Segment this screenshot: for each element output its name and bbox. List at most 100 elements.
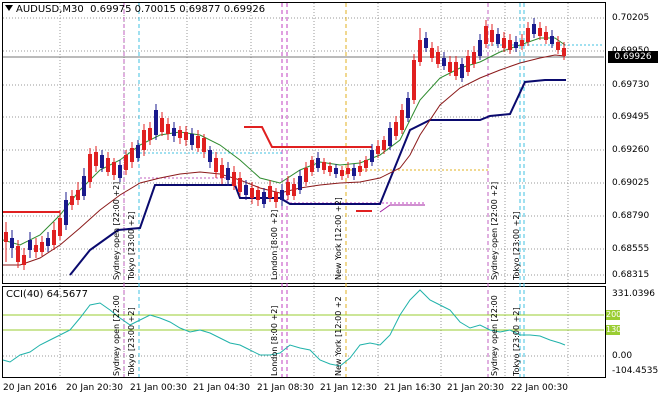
candle-body xyxy=(526,28,530,42)
candle-body xyxy=(112,162,116,175)
candle-body xyxy=(220,165,224,178)
price-tick: 0.68790 xyxy=(612,211,650,221)
candle-body xyxy=(292,184,296,196)
symbol-timeframe: AUDUSD,M30 xyxy=(16,4,84,15)
candle-body xyxy=(106,158,110,172)
candle-body xyxy=(514,42,518,48)
candle-body xyxy=(406,98,410,118)
candle-body xyxy=(436,52,440,64)
time-tick: 20 Jan 20:30 xyxy=(66,383,123,393)
candle-body xyxy=(532,24,536,34)
session-label: Sydney open [22:00 +2] xyxy=(112,182,121,280)
price-tick: 0.69495 xyxy=(612,112,650,122)
resistance-lines xyxy=(3,126,372,213)
ohlc-values: 0.69975 0.70015 0.69877 0.69926 xyxy=(90,4,266,15)
session-label-group: Sydney open [22:00 +2] Tokyo [23:00 +2] Lo… xyxy=(112,182,521,377)
candle-body xyxy=(286,182,290,195)
candle-body xyxy=(274,192,278,202)
candle-body xyxy=(130,148,134,162)
candle-body xyxy=(388,128,392,146)
candle-body xyxy=(34,245,38,252)
candle-body xyxy=(124,155,128,170)
candle-body xyxy=(142,130,146,150)
candle-body xyxy=(310,160,314,172)
candle-body xyxy=(412,60,416,100)
candle-body xyxy=(460,64,464,78)
session-label: New York [12:00 +2 xyxy=(334,296,343,376)
candle-body xyxy=(352,168,356,176)
candle-body xyxy=(238,178,242,192)
time-tick: 21 Jan 04:30 xyxy=(193,383,250,393)
candle-body xyxy=(202,138,206,152)
time-tick: 21 Jan 12:30 xyxy=(320,383,377,393)
candle-body xyxy=(58,218,62,236)
price-tick: 0.69025 xyxy=(612,178,650,188)
current-price-label: 0.69926 xyxy=(608,51,658,63)
candle-body xyxy=(466,56,470,72)
candle-body xyxy=(502,38,506,48)
price-tick: 0.68315 xyxy=(612,270,650,280)
session-label: Tokyo [23:00 +2] xyxy=(127,211,136,281)
candle-body xyxy=(250,188,254,198)
trailing-stop-line xyxy=(69,79,566,276)
candle-body xyxy=(76,190,80,200)
cci-level-130-label: 130 xyxy=(606,325,622,335)
session-label: Sydney open [22:00 xyxy=(490,295,499,376)
cci-axis-tick: -104.4535 xyxy=(612,366,659,376)
candle-body xyxy=(280,190,284,200)
session-label: Sydney open [22:00 +2] xyxy=(490,182,499,280)
time-tick: 20 Jan 2016 xyxy=(3,383,57,393)
candle-body xyxy=(556,42,560,50)
candle-body xyxy=(370,150,374,162)
candle-body xyxy=(448,62,452,72)
cci-level-200-label: 200 xyxy=(606,310,622,320)
candle-body xyxy=(520,40,524,46)
session-label: Tokyo [23:00 +2] xyxy=(512,211,521,281)
candle-body xyxy=(88,154,92,182)
candle-body xyxy=(214,158,218,172)
candle-body xyxy=(358,166,362,172)
candle-body xyxy=(52,230,56,245)
candle-body xyxy=(322,162,326,170)
candle-body xyxy=(64,200,68,225)
candle-body xyxy=(442,58,446,66)
candle-body xyxy=(46,238,50,246)
candle-body xyxy=(160,118,164,132)
session-label: New York [12:00 +2] xyxy=(334,197,343,280)
candle-body xyxy=(244,185,248,195)
candle-body xyxy=(430,48,434,58)
dropdown-triangle-icon[interactable] xyxy=(5,5,13,11)
candle-body xyxy=(28,240,32,250)
candle-body xyxy=(478,40,482,56)
cci-indicator-panel[interactable] xyxy=(2,286,606,378)
candle-body xyxy=(4,232,8,242)
candle-body xyxy=(424,38,428,48)
price-grid xyxy=(3,17,604,276)
candle-body xyxy=(172,128,176,136)
price-tick: 0.69260 xyxy=(612,145,650,155)
candle-body xyxy=(82,176,86,196)
candle-body xyxy=(346,168,350,174)
cci-axis-tick: 331.0396 xyxy=(612,289,655,299)
candle-body xyxy=(400,110,404,130)
candle-body xyxy=(22,255,26,265)
cci-levels xyxy=(3,314,604,357)
candle-body xyxy=(196,136,200,148)
candle-body xyxy=(184,132,188,140)
candle-body xyxy=(40,242,44,252)
candle-body xyxy=(508,40,512,50)
price-tick: 0.69730 xyxy=(612,80,650,90)
session-label: Sydney open [22:00 xyxy=(112,295,121,376)
time-tick: 21 Jan 08:30 xyxy=(257,383,314,393)
candle-body xyxy=(262,192,266,204)
candle-body xyxy=(340,170,344,176)
candle-body xyxy=(538,28,542,36)
chart-header: AUDUSD,M30 0.69975 0.70015 0.69877 0.699… xyxy=(5,4,265,15)
candle-body xyxy=(136,145,140,158)
candle-body xyxy=(226,168,230,180)
candle-body xyxy=(334,168,338,174)
candle-body xyxy=(490,30,494,42)
candle-body xyxy=(268,186,272,198)
candle-body xyxy=(70,196,74,205)
